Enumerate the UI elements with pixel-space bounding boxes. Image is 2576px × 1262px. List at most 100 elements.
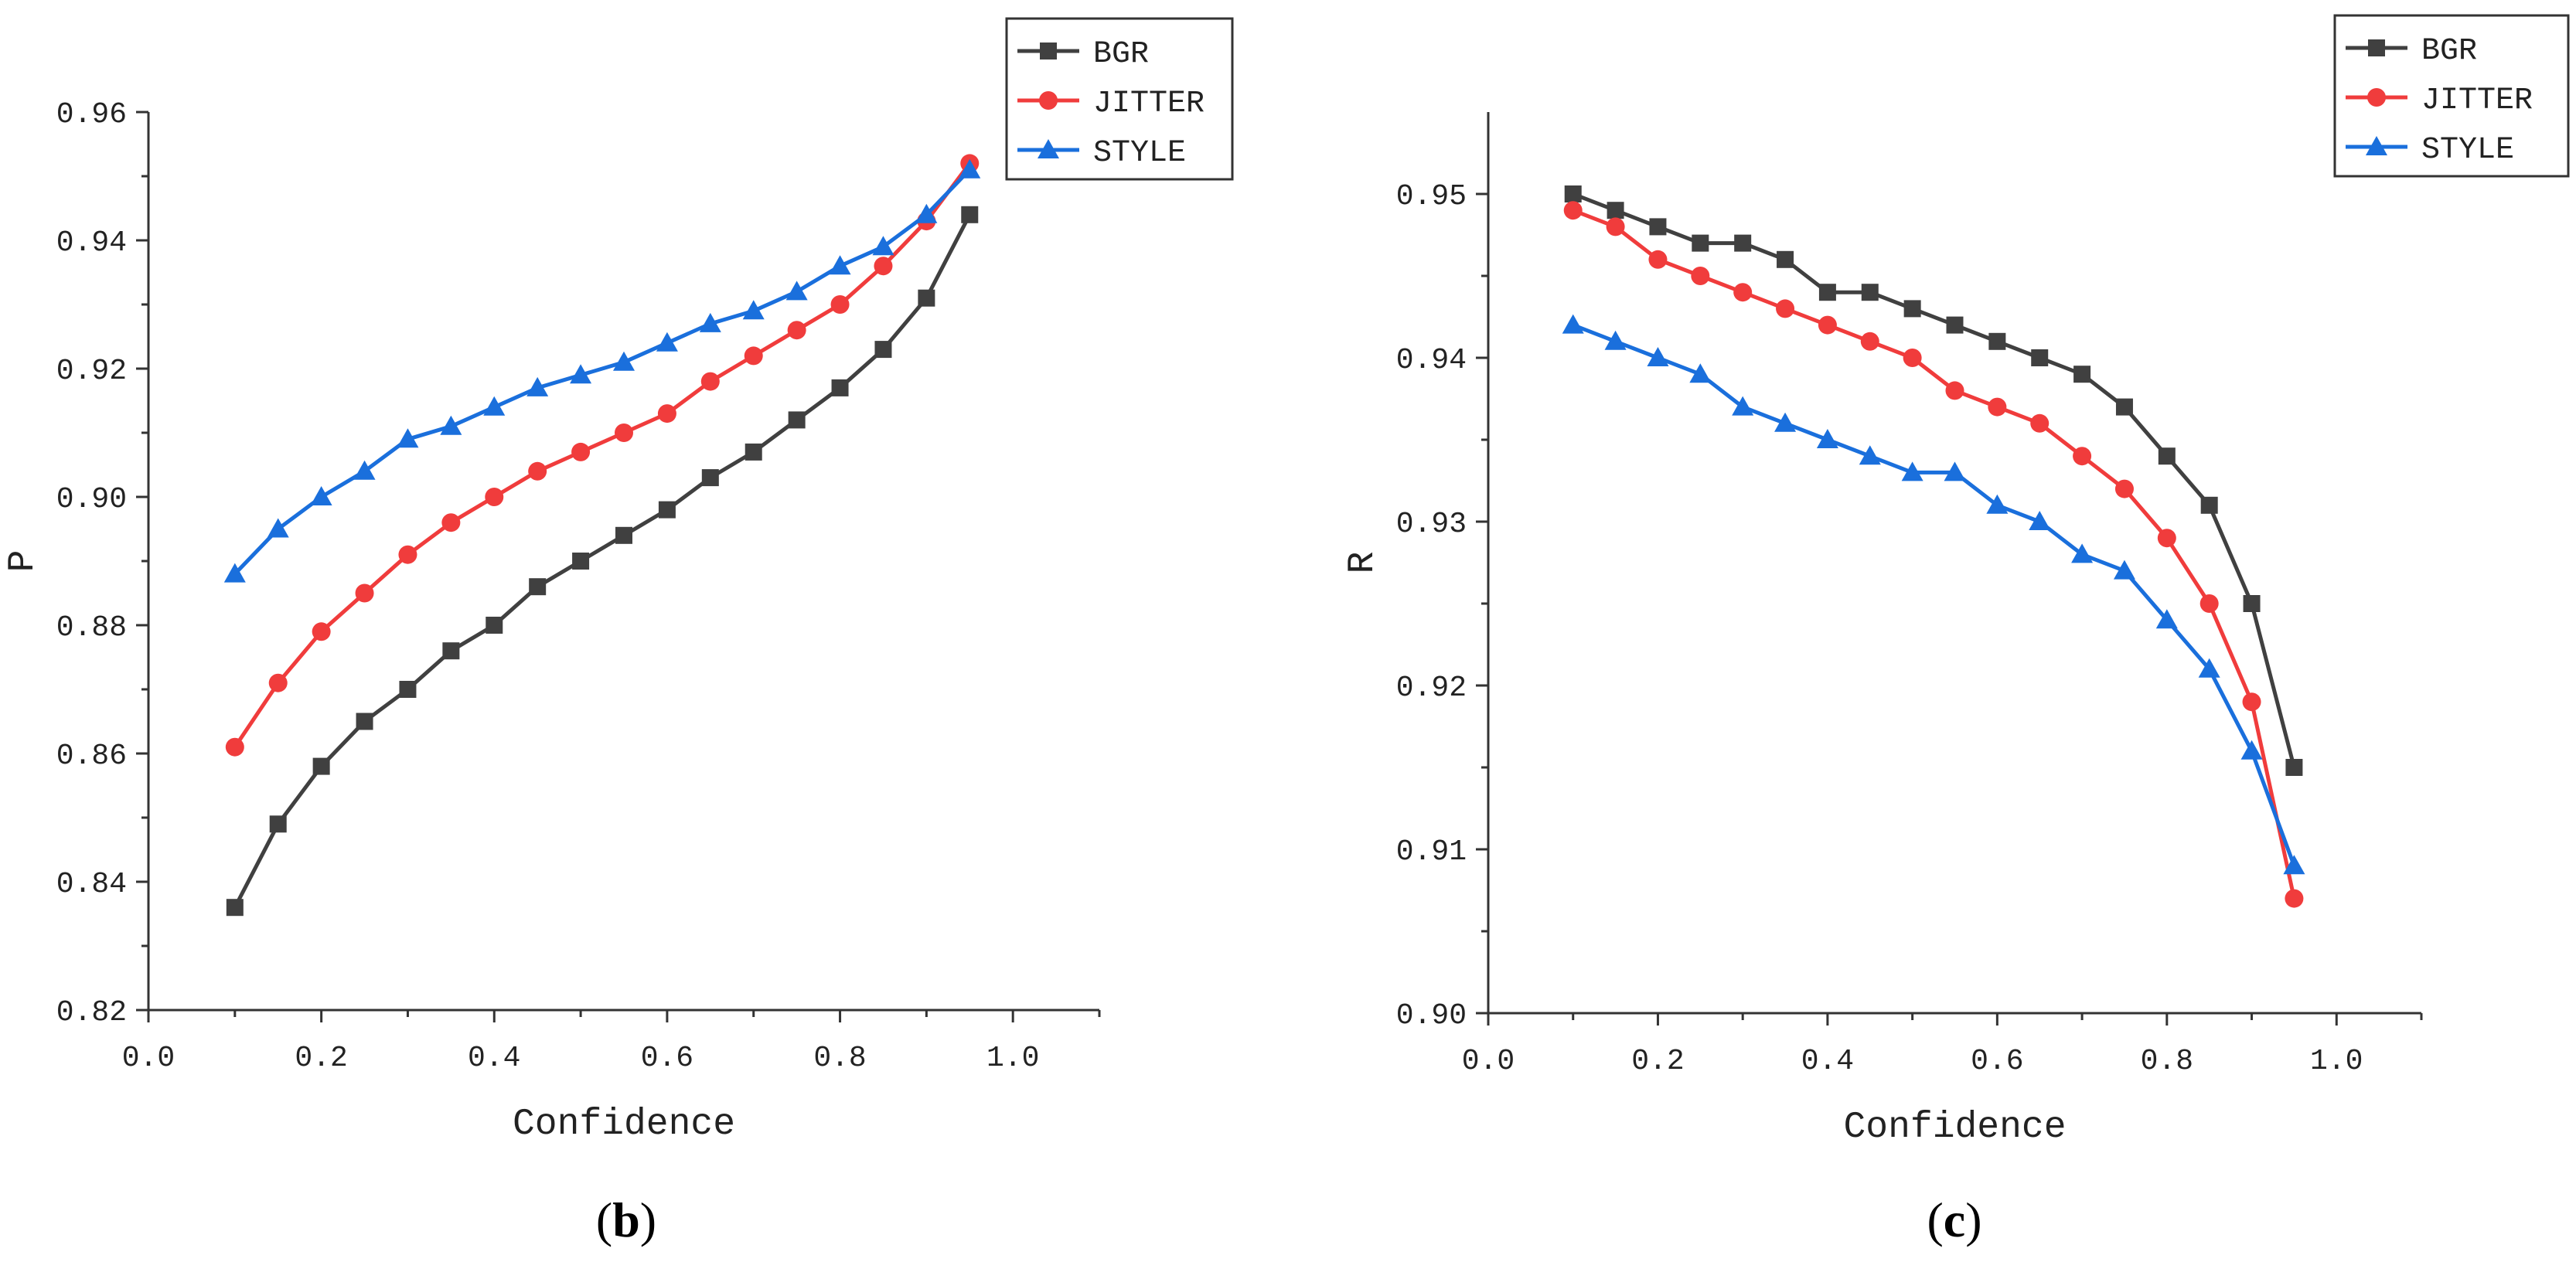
- data-point-style: [570, 364, 592, 384]
- data-point-style: [613, 351, 635, 371]
- x-tick-label: 0.2: [295, 1042, 347, 1075]
- data-point-jitter: [787, 321, 806, 340]
- data-point-jitter: [2114, 479, 2134, 498]
- series-style: [223, 158, 981, 583]
- data-point-jitter: [1860, 332, 1879, 351]
- data-point-style: [1689, 363, 1712, 383]
- data-point-style: [785, 281, 808, 301]
- y-tick-label: 0.84: [56, 868, 127, 901]
- data-point-style: [353, 460, 376, 480]
- panel-caption: (b): [596, 1192, 656, 1247]
- data-point-jitter: [2285, 889, 2304, 908]
- data-point-style: [1732, 396, 1754, 416]
- x-tick-label: 0.8: [813, 1042, 866, 1075]
- x-tick-label: 1.0: [986, 1042, 1039, 1075]
- data-point-style: [2029, 511, 2051, 530]
- data-point-jitter: [1903, 349, 1922, 367]
- data-point-bgr: [269, 815, 287, 833]
- data-point-style: [699, 312, 721, 332]
- data-point-style: [1604, 330, 1627, 350]
- data-point-bgr: [1564, 185, 1582, 202]
- data-point-bgr: [2200, 496, 2218, 514]
- data-point-bgr: [399, 681, 417, 698]
- data-point-style: [742, 300, 765, 320]
- data-point-bgr: [745, 443, 762, 461]
- series-line-bgr: [233, 213, 972, 909]
- data-point-jitter: [225, 737, 244, 757]
- data-point-style: [440, 415, 462, 435]
- data-point-style: [526, 376, 549, 396]
- data-point-bgr: [831, 379, 849, 396]
- data-point-jitter: [874, 257, 893, 276]
- data-point-bgr: [2243, 595, 2261, 612]
- y-axis-label: P: [2, 550, 44, 573]
- data-point-jitter: [312, 622, 331, 641]
- data-point-jitter: [1776, 299, 1795, 318]
- legend-swatch-marker: [1039, 91, 1058, 110]
- y-tick-label: 0.95: [1396, 180, 1467, 213]
- chart-panel-c: 0.0 0.2 0.4 0.6 0.8 1.0 0.90 0.91 0.92 0.93 0.94 0.…: [1342, 14, 2570, 1247]
- data-point-jitter: [2199, 594, 2219, 613]
- legend-swatch-marker: [1040, 43, 1057, 60]
- data-point-style: [1986, 494, 2009, 514]
- data-point-bgr: [1903, 300, 1921, 318]
- data-point-bgr: [356, 713, 373, 730]
- y-tick-label: 0.93: [1396, 508, 1467, 541]
- data-point-style: [656, 332, 678, 352]
- data-point-jitter: [744, 346, 763, 366]
- y-tick-label: 0.92: [56, 355, 127, 388]
- data-point-jitter: [1988, 397, 2007, 417]
- data-point-bgr: [658, 501, 676, 519]
- data-point-style: [2240, 740, 2263, 760]
- data-point-bgr: [442, 642, 460, 660]
- data-point-jitter: [2242, 692, 2261, 712]
- data-point-bgr: [2285, 759, 2303, 776]
- data-point-bgr: [1818, 284, 1836, 301]
- y-tick-label: 0.86: [56, 740, 127, 773]
- data-point-jitter: [485, 488, 504, 506]
- data-point-style: [1859, 445, 1881, 465]
- data-point-jitter: [268, 673, 288, 692]
- data-point-bgr: [2073, 366, 2091, 383]
- data-point-bgr: [2115, 398, 2133, 416]
- series-jitter: [1563, 201, 2304, 908]
- data-point-jitter: [657, 404, 676, 424]
- data-point-style: [2155, 609, 2178, 629]
- caption-close-paren: ): [1965, 1192, 1981, 1247]
- data-point-jitter: [1606, 217, 1625, 236]
- data-point-jitter: [355, 583, 374, 603]
- x-tick-label: 0.8: [2141, 1045, 2193, 1078]
- data-point-bgr: [874, 341, 892, 359]
- data-point-bgr: [1988, 332, 2006, 350]
- series-line-style: [1572, 323, 2296, 867]
- legend-swatch-marker: [2368, 39, 2385, 56]
- caption-open-paren: (: [1927, 1192, 1943, 1247]
- data-point-style: [829, 255, 851, 275]
- series-line-jitter: [1572, 208, 2296, 900]
- x-axis-label: Confidence: [513, 1104, 735, 1145]
- data-point-jitter: [1563, 201, 1583, 220]
- data-point-bgr: [918, 289, 935, 307]
- legend-swatch-marker: [2366, 136, 2387, 155]
- data-point-bgr: [572, 553, 590, 570]
- data-point-bgr: [788, 411, 806, 429]
- data-point-bgr: [529, 578, 547, 596]
- data-point-bgr: [701, 469, 719, 487]
- data-point-bgr: [961, 206, 979, 223]
- data-point-jitter: [615, 424, 633, 442]
- legend-label-style: STYLE: [2421, 133, 2514, 168]
- data-point-bgr: [486, 617, 503, 634]
- legend: BGR JITTER STYLE: [2333, 14, 2570, 178]
- data-point-style: [1944, 461, 1966, 481]
- y-tick-label: 0.94: [56, 226, 127, 260]
- y-tick-label: 0.91: [1396, 835, 1467, 869]
- caption-letter: b: [612, 1192, 640, 1247]
- data-point-style: [915, 203, 938, 223]
- legend-label-jitter: JITTER: [1093, 87, 1205, 121]
- data-point-style: [223, 563, 246, 583]
- y-tick-label: 0.92: [1396, 672, 1467, 705]
- data-point-jitter: [1945, 381, 1964, 400]
- series-jitter: [225, 154, 980, 757]
- panel-caption: (c): [1927, 1192, 1981, 1247]
